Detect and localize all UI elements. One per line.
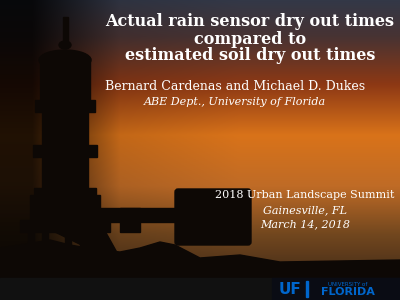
Bar bbox=[20, 220, 110, 232]
Bar bbox=[120, 208, 140, 232]
Bar bbox=[65, 230, 71, 260]
Bar bbox=[272, 278, 400, 300]
Bar bbox=[40, 58, 90, 105]
Ellipse shape bbox=[59, 41, 71, 49]
Bar bbox=[100, 208, 185, 222]
Text: 2018 Urban Landscape Summit: 2018 Urban Landscape Summit bbox=[215, 190, 395, 200]
Ellipse shape bbox=[39, 50, 91, 70]
Polygon shape bbox=[55, 222, 120, 258]
Bar bbox=[42, 154, 88, 192]
Bar bbox=[35, 100, 95, 112]
Text: ABE Dept., University of Florida: ABE Dept., University of Florida bbox=[144, 97, 326, 107]
Bar bbox=[30, 195, 100, 225]
Bar bbox=[42, 230, 48, 260]
FancyBboxPatch shape bbox=[175, 189, 251, 245]
Bar bbox=[0, 278, 400, 300]
Bar bbox=[33, 145, 97, 157]
Bar bbox=[34, 188, 96, 200]
Text: UNIVERSITY of: UNIVERSITY of bbox=[328, 283, 368, 287]
Text: Actual rain sensor dry out times: Actual rain sensor dry out times bbox=[106, 14, 394, 31]
Polygon shape bbox=[0, 240, 400, 300]
Bar bbox=[42, 108, 88, 150]
Bar bbox=[63, 17, 68, 45]
Text: FLORIDA: FLORIDA bbox=[321, 287, 375, 297]
Text: March 14, 2018: March 14, 2018 bbox=[260, 219, 350, 229]
Bar bbox=[80, 230, 86, 260]
Bar bbox=[306, 281, 308, 297]
Bar bbox=[28, 230, 34, 260]
Text: compared to: compared to bbox=[194, 31, 306, 47]
Text: estimated soil dry out times: estimated soil dry out times bbox=[125, 47, 375, 64]
Text: Gainesville, FL: Gainesville, FL bbox=[263, 205, 347, 215]
Text: Bernard Cardenas and Michael D. Dukes: Bernard Cardenas and Michael D. Dukes bbox=[105, 80, 365, 94]
Text: UF: UF bbox=[279, 281, 301, 296]
